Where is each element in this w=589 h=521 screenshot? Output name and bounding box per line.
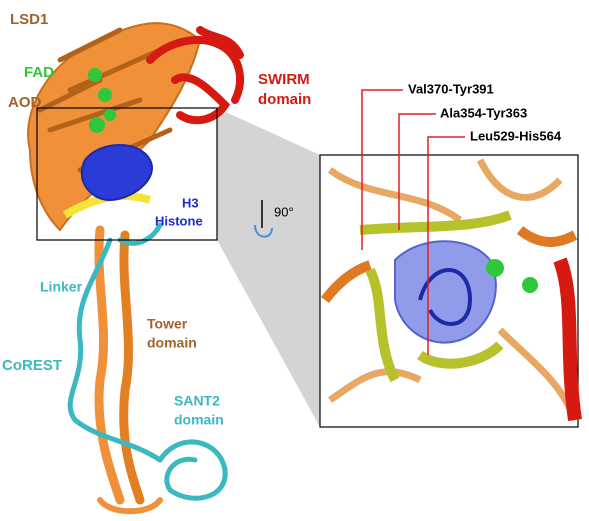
label: H3 [182,195,199,210]
label: domain [147,335,197,351]
label: domain [174,412,224,428]
fad-spheres [88,68,116,133]
focus-box [36,107,218,241]
zoom-wedge [217,108,320,427]
callout-label: Ala354-Tyr363 [440,105,527,120]
label: 90° [274,204,294,219]
label: CoREST [2,357,62,374]
corest-structure [67,222,228,501]
swirm-structure [146,26,244,125]
callout-lines [361,89,465,355]
label: FAD [24,64,54,81]
label: SWIRM [258,71,310,88]
label: Histone [155,213,203,228]
label: AOD [8,94,42,111]
h3-mesh [80,144,153,202]
label: Linker [40,279,83,295]
label: LSD1 [10,11,48,28]
label: SANT2 [174,393,220,409]
label: domain [258,91,311,108]
label: Tower [147,316,188,332]
lsd1-structure [27,22,202,515]
rotation-icon [254,200,273,238]
zoom-panel [319,154,582,428]
callout-label: Leu529-His564 [470,128,562,143]
callout-label: Val370-Tyr391 [408,81,494,96]
